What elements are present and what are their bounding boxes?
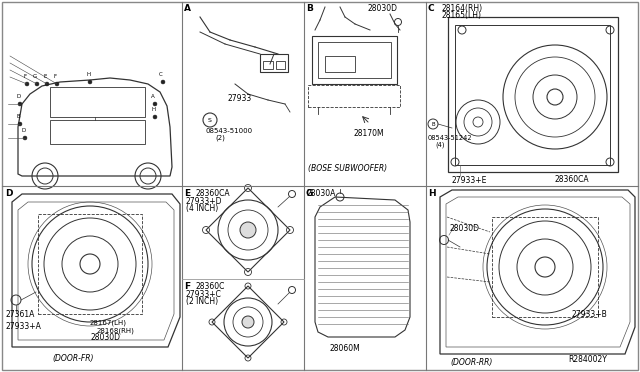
Text: F: F <box>184 282 190 291</box>
Bar <box>50 87 145 117</box>
Text: (DOOR-FR): (DOOR-FR) <box>52 354 93 363</box>
Text: G: G <box>33 74 37 79</box>
Text: D: D <box>5 189 13 198</box>
Text: C: C <box>428 4 435 13</box>
Text: D: D <box>21 128 25 133</box>
Text: 28168(RH): 28168(RH) <box>97 327 135 334</box>
Bar <box>308 85 400 107</box>
Text: D: D <box>16 94 20 99</box>
Circle shape <box>35 82 39 86</box>
Text: (4): (4) <box>435 141 445 148</box>
Text: 08543-51000: 08543-51000 <box>205 128 252 134</box>
Text: 28060M: 28060M <box>330 344 361 353</box>
Circle shape <box>153 102 157 106</box>
Text: S: S <box>208 118 212 122</box>
Text: G: G <box>306 189 314 198</box>
Bar <box>492 217 598 317</box>
Circle shape <box>45 82 49 86</box>
Circle shape <box>18 102 22 106</box>
Text: F: F <box>53 74 56 79</box>
Text: E: E <box>184 189 190 198</box>
Text: 28360CA: 28360CA <box>195 189 230 198</box>
Bar <box>38 214 142 314</box>
Text: F: F <box>23 74 26 79</box>
Bar <box>260 54 288 72</box>
Text: E: E <box>43 74 46 79</box>
Circle shape <box>18 122 22 126</box>
Text: 27933+E: 27933+E <box>452 176 488 185</box>
Text: 27933: 27933 <box>228 94 252 103</box>
Circle shape <box>88 80 92 84</box>
Text: B: B <box>306 4 313 13</box>
Text: 28165(LH): 28165(LH) <box>442 11 482 20</box>
Text: H: H <box>151 107 155 112</box>
Text: 27933+B: 27933+B <box>572 310 608 319</box>
Text: A: A <box>184 4 191 13</box>
Text: 28030D: 28030D <box>450 224 480 233</box>
Text: B: B <box>431 122 435 126</box>
Circle shape <box>23 136 27 140</box>
Text: (2): (2) <box>215 134 225 141</box>
Text: (4 INCH): (4 INCH) <box>186 204 218 213</box>
Text: 28170M: 28170M <box>354 129 385 138</box>
Text: 28167(LH): 28167(LH) <box>90 320 127 327</box>
Text: H: H <box>86 72 90 77</box>
Circle shape <box>161 80 165 84</box>
Text: A: A <box>151 94 155 99</box>
Text: 28030D: 28030D <box>90 333 120 342</box>
Text: 28030A: 28030A <box>307 189 337 198</box>
Bar <box>276 61 285 69</box>
Bar <box>448 17 618 172</box>
Text: 27361A: 27361A <box>5 310 35 319</box>
Text: H: H <box>428 189 436 198</box>
Circle shape <box>55 82 59 86</box>
Circle shape <box>25 82 29 86</box>
Circle shape <box>240 222 256 238</box>
Bar <box>312 36 397 84</box>
Bar <box>263 61 273 69</box>
Text: 08543-51242: 08543-51242 <box>428 135 472 141</box>
Circle shape <box>153 115 157 119</box>
Text: (DOOR-RR): (DOOR-RR) <box>450 358 492 367</box>
Bar <box>455 25 610 165</box>
Text: 28360C: 28360C <box>195 282 225 291</box>
Text: 28030D: 28030D <box>368 4 398 13</box>
Text: R284002Y: R284002Y <box>568 355 607 364</box>
Text: 27933+A: 27933+A <box>5 322 41 331</box>
Text: 28360CA: 28360CA <box>555 175 589 184</box>
Text: 27933+C: 27933+C <box>186 290 222 299</box>
Circle shape <box>242 316 254 328</box>
Text: B: B <box>16 114 20 119</box>
Text: 27933+D: 27933+D <box>186 197 223 206</box>
Bar <box>325 56 355 72</box>
Bar <box>50 120 145 144</box>
Text: (BOSE SUBWOOFER): (BOSE SUBWOOFER) <box>308 164 387 173</box>
Text: C: C <box>159 72 163 77</box>
Text: 28164(RH): 28164(RH) <box>442 4 483 13</box>
Bar <box>318 42 391 78</box>
Text: (2 INCH): (2 INCH) <box>186 297 218 306</box>
